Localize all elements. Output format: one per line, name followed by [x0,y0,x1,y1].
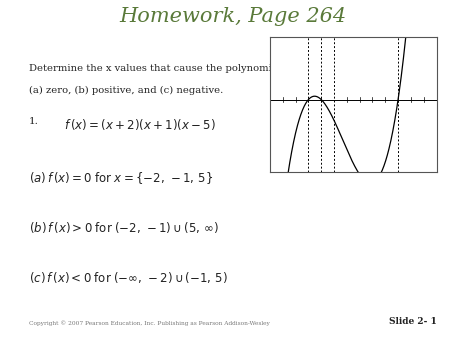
Text: $(b)\,f\,(x) > 0\;$for$\;(-2,\,-1)\cup(5,\,\infty)$: $(b)\,f\,(x) > 0\;$for$\;(-2,\,-1)\cup(5… [29,220,219,235]
Text: Homework, Page 264: Homework, Page 264 [119,7,346,26]
Text: Slide 2- 1: Slide 2- 1 [389,317,437,325]
Text: $(c)\,f\,(x) < 0\;$for$\;(-\infty,\,-2)\cup(-1,\,5)$: $(c)\,f\,(x) < 0\;$for$\;(-\infty,\,-2)\… [29,270,228,285]
Text: Copyright © 2007 Pearson Education, Inc. Publishing as Pearson Addison-Wesley: Copyright © 2007 Pearson Education, Inc.… [29,320,270,325]
Text: $f\,(x) = (x+2)(x+1)(x-5)$: $f\,(x) = (x+2)(x+1)(x-5)$ [63,117,215,132]
Text: $(a)\,f\,(x) = 0\;$for$\; x = \{-2,\,-1,\,5\}$: $(a)\,f\,(x) = 0\;$for$\; x = \{-2,\,-1,… [29,170,213,186]
Text: (a) zero, (b) positive, and (c) negative.: (a) zero, (b) positive, and (c) negative… [29,86,223,95]
Text: 1.: 1. [29,117,39,126]
Text: Determine the x values that cause the polynomial function to be: Determine the x values that cause the po… [29,64,355,73]
